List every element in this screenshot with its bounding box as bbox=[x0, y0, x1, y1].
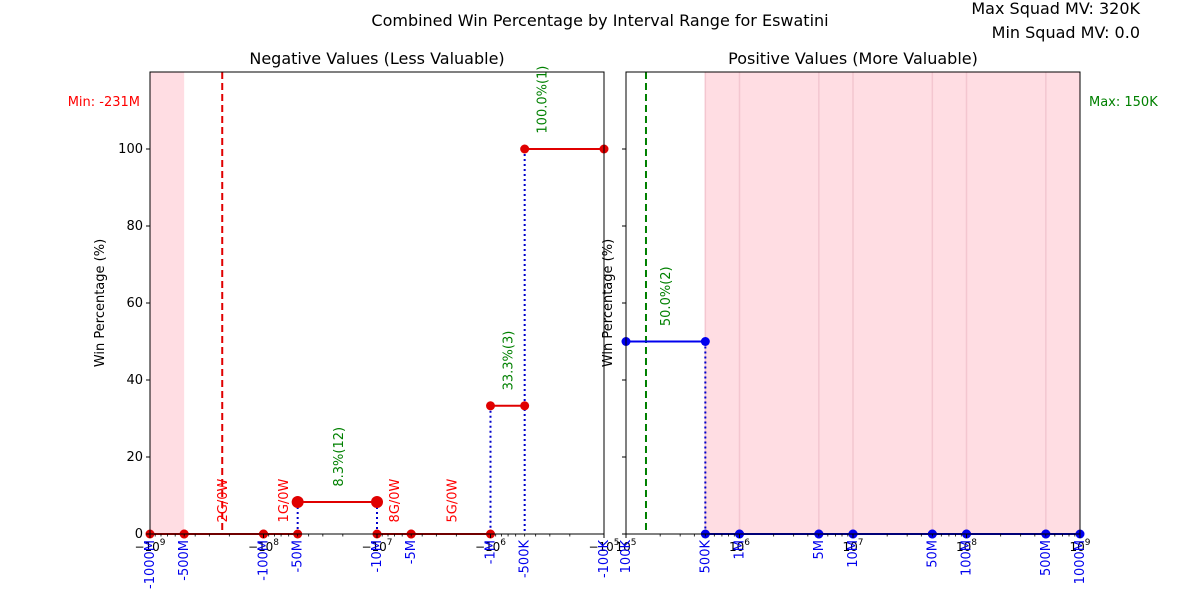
data-annotation: 2G/0W bbox=[216, 478, 231, 522]
x-interval-label: -5M bbox=[404, 540, 419, 564]
shaded-region bbox=[853, 72, 933, 534]
shaded-region bbox=[966, 72, 1046, 534]
shaded-region bbox=[932, 72, 967, 534]
data-annotation: 100.0%(1) bbox=[536, 66, 551, 134]
x-interval-label: 1000M bbox=[1073, 540, 1088, 584]
x-interval-label: -100K bbox=[597, 540, 612, 579]
x-interval-label: 500M bbox=[1039, 540, 1054, 576]
data-annotation: 33.3%(3) bbox=[501, 331, 516, 391]
data-point bbox=[520, 144, 530, 154]
x-major-tick-label: 109 bbox=[1069, 538, 1090, 554]
x-interval-label: 1M bbox=[733, 540, 748, 560]
chart-title: Combined Win Percentage by Interval Rang… bbox=[371, 11, 828, 30]
x-interval-label: 100K bbox=[619, 540, 634, 574]
x-interval-label: -10M bbox=[370, 540, 385, 572]
data-point bbox=[486, 401, 495, 411]
info-max-squad: Max Squad MV: 320K bbox=[971, 0, 1140, 18]
y-tick-label: 80 bbox=[126, 219, 143, 234]
y-tick-label: 100 bbox=[118, 142, 143, 157]
x-major-tick-label: 107 bbox=[842, 538, 863, 554]
shaded-region bbox=[150, 72, 185, 534]
reference-label: Min: -231M bbox=[68, 95, 140, 110]
data-point bbox=[700, 337, 710, 346]
data-annotation: 8.3%(12) bbox=[332, 427, 347, 487]
y-tick-label: 20 bbox=[126, 450, 143, 465]
x-interval-label: -1000M bbox=[143, 540, 158, 589]
x-interval-label: -500K bbox=[518, 540, 533, 579]
shaded-region bbox=[818, 72, 853, 534]
data-annotation: 1G/0W bbox=[277, 478, 292, 522]
positive-values-panel: Max: 150K 50.0%(2) Positive Values (More V… bbox=[601, 49, 1158, 584]
panel-title: Negative Values (Less Valuable) bbox=[249, 49, 504, 68]
x-interval-label: 50M bbox=[925, 540, 940, 568]
x-major-tick-label: 108 bbox=[956, 538, 977, 554]
shaded-region bbox=[739, 72, 819, 534]
negative-values-panel: Min: -231M 2G/0W 1G/0W 8G/0W 5G/0W 8.3%(12) 33… bbox=[68, 49, 620, 589]
x-major-tick-label: −105 bbox=[588, 538, 619, 554]
info-min-squad: Min Squad MV: 0.0 bbox=[992, 23, 1140, 42]
reference-label: Max: 150K bbox=[1089, 95, 1158, 110]
y-tick-label: 60 bbox=[126, 296, 143, 311]
x-major-tick-label: −107 bbox=[361, 538, 392, 554]
y-tick-label: 40 bbox=[126, 373, 143, 388]
x-interval-label: 500K bbox=[698, 540, 713, 574]
panel-title: Positive Values (More Valuable) bbox=[728, 49, 978, 68]
shaded-region bbox=[705, 72, 740, 534]
x-major-tick-label: −109 bbox=[134, 538, 165, 554]
x-major-tick-label: −108 bbox=[248, 538, 279, 554]
x-interval-label: 10M bbox=[846, 540, 861, 568]
axes-frame bbox=[149, 71, 605, 535]
data-point bbox=[520, 401, 530, 411]
x-interval-label: -100M bbox=[257, 540, 272, 581]
x-interval-label: 5M bbox=[812, 540, 827, 560]
data-point bbox=[371, 496, 383, 509]
y-tick-label: 0 bbox=[135, 527, 143, 542]
x-interval-label: 100M bbox=[960, 540, 975, 576]
x-major-tick-label: 106 bbox=[729, 538, 750, 554]
x-major-tick-label: −106 bbox=[475, 538, 506, 554]
data-point bbox=[291, 496, 304, 509]
x-interval-label: -50M bbox=[291, 540, 306, 572]
y-axis-label: Win Percentage (%) bbox=[93, 239, 108, 367]
data-annotation: 50.0%(2) bbox=[659, 266, 674, 326]
data-annotation: 5G/0W bbox=[446, 478, 461, 522]
shaded-region bbox=[1045, 72, 1080, 534]
data-annotation: 8G/0W bbox=[388, 478, 403, 522]
y-axis-label: Win Percentage (%) bbox=[601, 239, 616, 367]
x-interval-label: -500M bbox=[177, 540, 192, 581]
x-interval-label: -1M bbox=[484, 540, 499, 564]
x-major-tick-label: 105 bbox=[615, 538, 636, 554]
